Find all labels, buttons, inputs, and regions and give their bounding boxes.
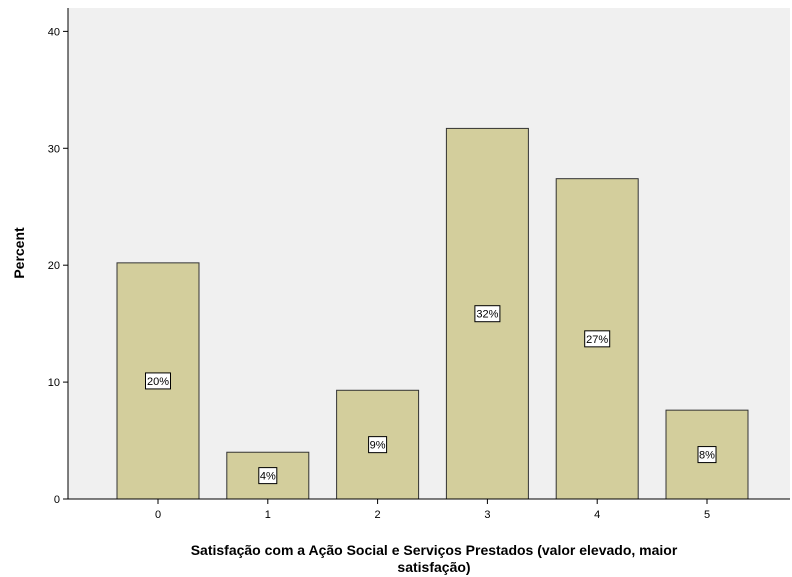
data-labels-group: 20% 4% 9% 32% 27% 8% xyxy=(145,305,717,485)
data-label-text: 9% xyxy=(370,440,386,452)
data-label-box xyxy=(697,446,717,464)
x-tick-label-5: 5 xyxy=(704,509,710,521)
x-tick-label-3: 3 xyxy=(484,509,490,521)
data-label-box xyxy=(474,305,501,323)
data-label-text: 32% xyxy=(476,309,498,321)
data-label-text: 8% xyxy=(699,450,715,462)
x-ticks-group: 0 1 2 3 4 5 xyxy=(155,499,710,521)
x-tick-label-4: 4 xyxy=(594,509,600,521)
y-tick-label-20: 20 xyxy=(48,260,60,272)
data-label-text: 27% xyxy=(586,334,608,346)
y-axis-title: Percent xyxy=(11,227,27,279)
x-axis-title-line-1: Satisfação com a Ação Social e Serviços … xyxy=(191,542,678,558)
data-label-box xyxy=(258,467,278,485)
x-tick-label-0: 0 xyxy=(155,509,161,521)
data-label-3: 32% xyxy=(474,305,501,323)
x-axis-title-line-2: satisfação) xyxy=(397,559,470,575)
data-label-text: 20% xyxy=(147,376,169,388)
data-label-box xyxy=(584,330,611,348)
x-tick-label-2: 2 xyxy=(375,509,381,521)
data-label-5: 8% xyxy=(697,446,717,464)
data-label-0: 20% xyxy=(145,372,171,390)
data-label-box xyxy=(368,436,388,454)
y-ticks-group: 0 10 20 30 40 xyxy=(48,26,68,506)
y-tick-label-10: 10 xyxy=(48,377,60,389)
data-label-4: 27% xyxy=(584,330,611,348)
y-tick-label-30: 30 xyxy=(48,143,60,155)
y-tick-label-0: 0 xyxy=(54,494,60,506)
data-label-box xyxy=(145,372,171,390)
data-label-2: 9% xyxy=(368,436,388,454)
x-tick-label-1: 1 xyxy=(265,509,271,521)
y-tick-label-40: 40 xyxy=(48,26,60,38)
data-label-text: 4% xyxy=(260,471,276,483)
data-label-1: 4% xyxy=(258,467,278,485)
